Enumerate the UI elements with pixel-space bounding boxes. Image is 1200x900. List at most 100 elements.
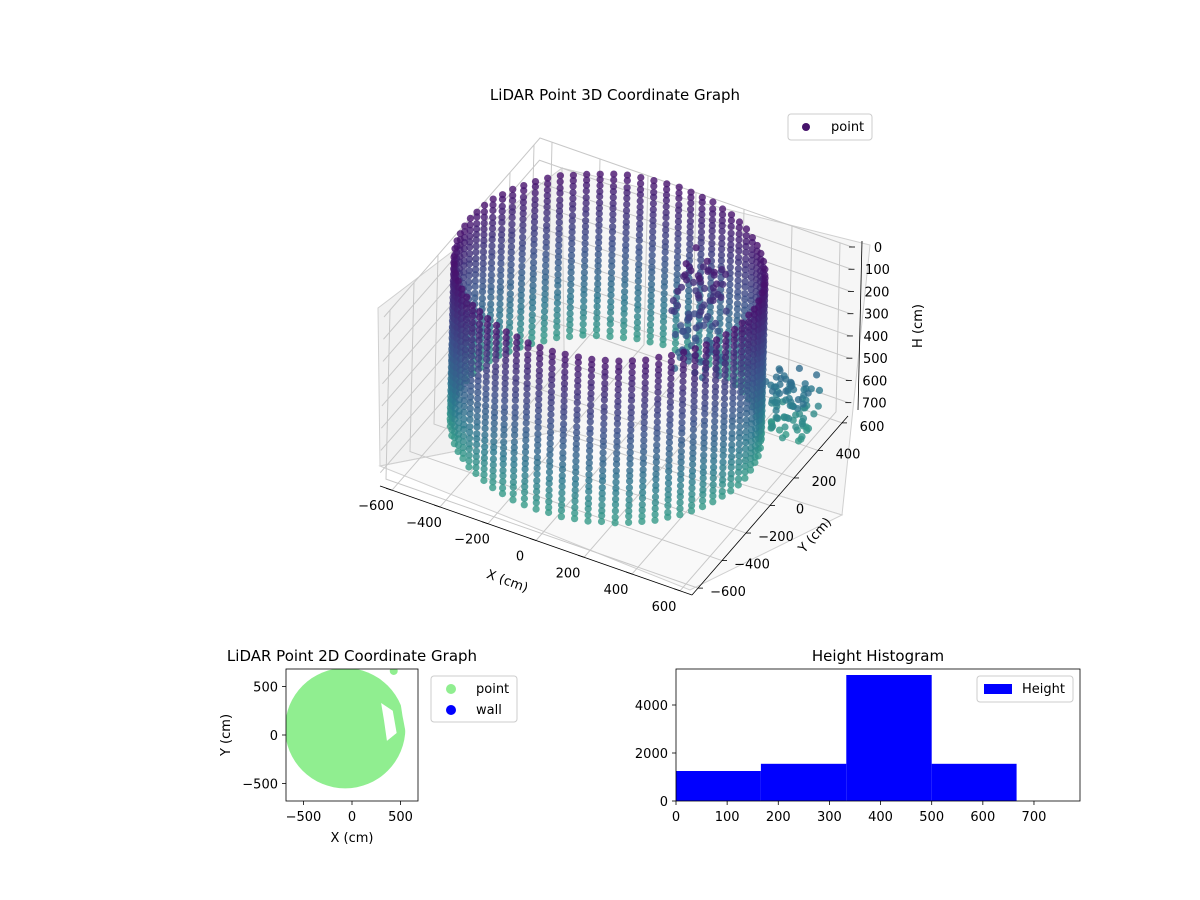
data-point <box>736 388 745 396</box>
data-point <box>653 411 662 419</box>
data-point <box>626 454 634 463</box>
data-point <box>699 491 707 499</box>
data-point <box>567 287 575 295</box>
data-point <box>474 382 482 391</box>
data-point <box>733 305 742 313</box>
data-point <box>620 299 629 307</box>
data-point <box>572 451 580 459</box>
data-point <box>651 493 660 501</box>
data-point <box>529 298 537 306</box>
data-point <box>677 322 685 330</box>
data-point <box>479 259 487 268</box>
data-point <box>700 284 709 293</box>
data-point <box>711 400 719 408</box>
data-point <box>491 379 499 387</box>
data-point <box>692 244 700 252</box>
data-point <box>501 397 509 405</box>
data-point <box>499 472 507 480</box>
data-point <box>665 444 673 453</box>
data-point <box>489 478 497 486</box>
data-point <box>466 214 474 222</box>
data-point <box>601 362 609 371</box>
data-point <box>659 335 667 343</box>
data-point <box>530 218 539 226</box>
data-point <box>581 262 589 270</box>
data-point <box>487 287 495 295</box>
data-point <box>744 346 752 354</box>
data-point <box>489 219 497 227</box>
data-point <box>513 339 521 347</box>
data-point <box>533 470 541 478</box>
data-point <box>653 446 661 455</box>
x-tick-label: 0 <box>516 550 524 565</box>
data-point <box>542 226 551 234</box>
data-point <box>662 220 670 228</box>
data-point <box>450 253 458 261</box>
data-point <box>481 407 490 415</box>
data-point <box>721 371 729 379</box>
data-point <box>623 200 631 208</box>
data-point <box>669 297 678 305</box>
data-point <box>735 434 744 442</box>
data-point <box>750 310 758 318</box>
data-point <box>531 213 539 221</box>
data-point <box>608 228 617 236</box>
data-point <box>687 507 696 515</box>
data-point <box>482 372 490 380</box>
data-point <box>509 496 517 504</box>
data-point <box>674 212 683 220</box>
z-tick-label: 400 <box>863 330 888 345</box>
data-point <box>548 371 556 379</box>
data-point <box>531 178 540 186</box>
data-point <box>700 439 708 447</box>
data-point <box>613 443 621 451</box>
data-point <box>498 225 506 233</box>
data-point <box>714 327 722 335</box>
data-point <box>572 457 580 465</box>
data-point <box>500 408 508 416</box>
histogram-bar <box>846 675 932 801</box>
data-point <box>573 393 582 401</box>
data-point <box>586 447 594 455</box>
data-point <box>710 434 718 442</box>
data-point <box>636 197 644 205</box>
data-point <box>502 328 510 336</box>
data-point <box>524 356 532 364</box>
data-point <box>666 392 675 400</box>
data-point <box>584 517 592 525</box>
legend-3d: point <box>787 113 873 141</box>
data-point <box>743 376 751 384</box>
data-point <box>613 420 622 428</box>
data-point <box>664 485 672 493</box>
data-point <box>474 360 483 368</box>
data-point <box>482 402 490 410</box>
data-point <box>553 311 561 319</box>
data-point <box>466 410 474 418</box>
data-point <box>490 425 498 433</box>
data-point <box>468 318 476 326</box>
data-point <box>655 360 663 368</box>
data-point <box>573 423 581 431</box>
data-point <box>583 170 591 178</box>
data-point <box>720 429 728 437</box>
data-point <box>636 191 645 199</box>
data-point <box>579 331 587 339</box>
data-point <box>665 462 673 470</box>
data-point <box>600 408 608 416</box>
data-point <box>532 499 540 507</box>
data-point <box>496 294 504 302</box>
x-tick-mark <box>433 504 441 508</box>
data-point <box>483 327 491 335</box>
data-point <box>512 362 520 370</box>
data-point <box>568 211 577 220</box>
data-point <box>467 359 475 367</box>
data-point <box>569 194 577 202</box>
data-point <box>699 480 707 488</box>
data-point <box>547 394 555 402</box>
data-point <box>627 409 635 417</box>
data-point <box>501 385 509 393</box>
data-point <box>472 463 480 472</box>
data-point <box>506 312 514 320</box>
data-point <box>462 304 471 312</box>
data-point <box>737 382 745 390</box>
